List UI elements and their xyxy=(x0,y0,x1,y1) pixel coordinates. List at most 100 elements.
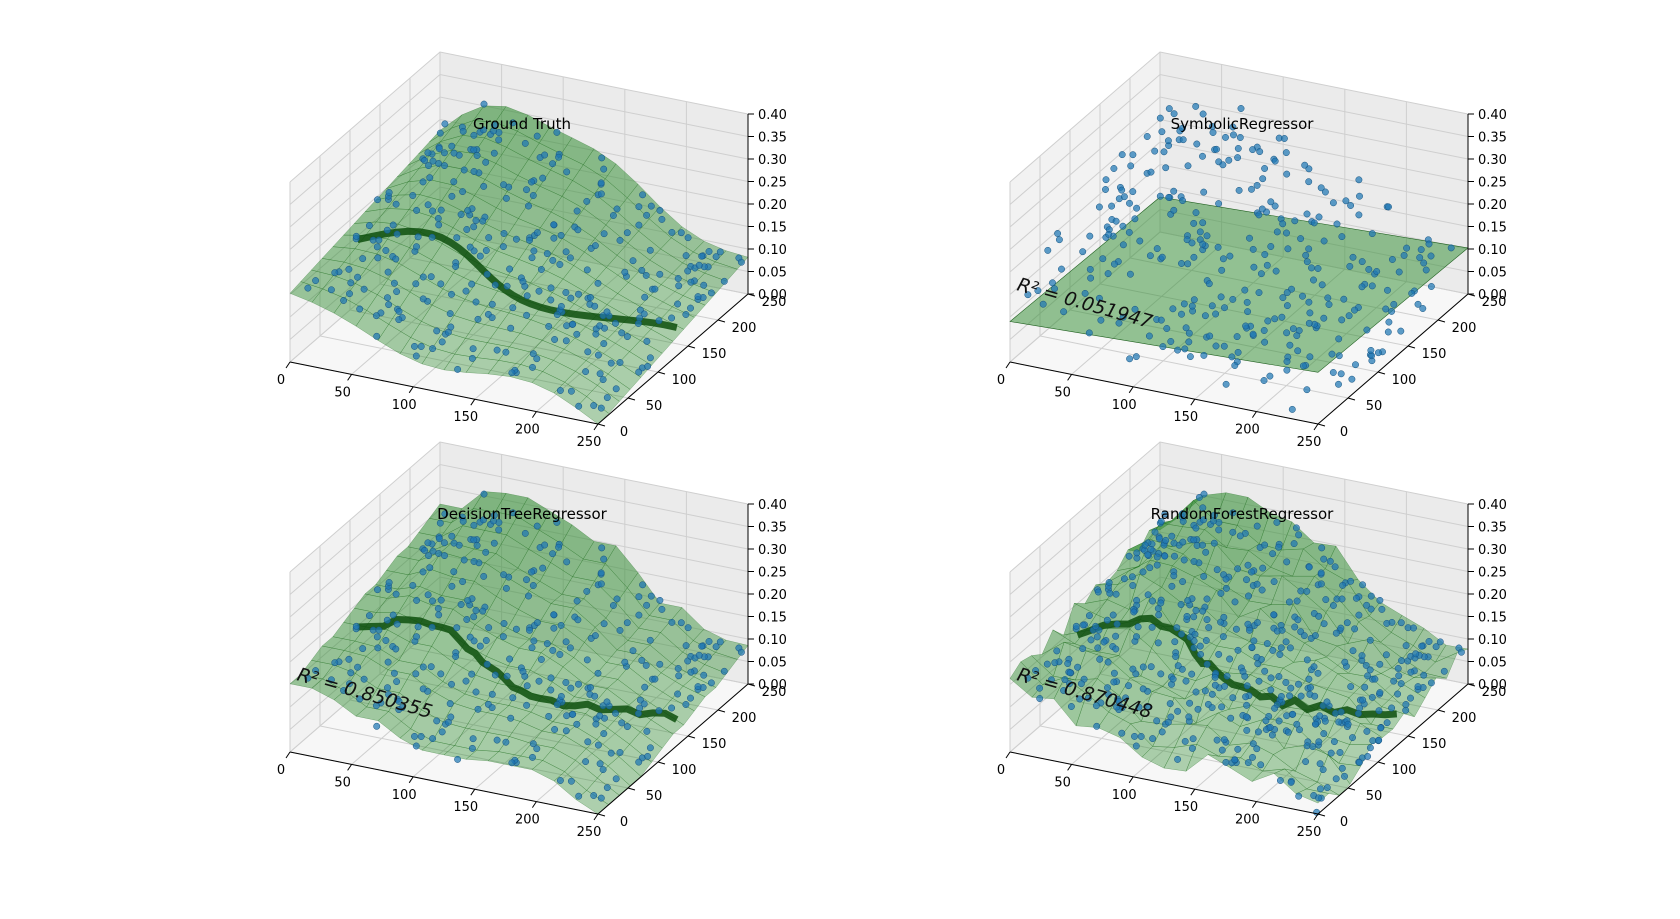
data-point xyxy=(1110,669,1118,677)
x-tick-mark xyxy=(593,813,599,821)
scatter-points xyxy=(1024,102,1455,413)
data-point xyxy=(491,671,499,679)
data-point xyxy=(1267,686,1275,694)
data-point xyxy=(1129,582,1137,589)
data-point xyxy=(434,605,442,612)
data-point xyxy=(1202,637,1210,644)
data-point xyxy=(1044,246,1052,254)
tick-labels: 0501001502002500501001502002500.000.050.… xyxy=(997,108,1507,450)
data-point xyxy=(1190,644,1198,652)
data-point xyxy=(424,591,432,599)
data-point xyxy=(623,333,631,341)
data-point xyxy=(1255,289,1263,297)
gridline-z xyxy=(289,51,749,183)
data-point xyxy=(1283,302,1291,310)
data-point xyxy=(1032,667,1040,675)
data-point xyxy=(1327,749,1335,757)
data-point xyxy=(473,542,481,549)
data-point xyxy=(457,601,465,608)
data-point xyxy=(1253,522,1261,530)
data-point xyxy=(1290,540,1298,548)
data-point xyxy=(523,682,531,690)
data-point xyxy=(1147,545,1155,553)
data-point xyxy=(1303,210,1311,218)
data-point xyxy=(682,252,690,260)
surface-ridge xyxy=(357,615,679,723)
data-point xyxy=(1270,578,1278,586)
x-tick-mark xyxy=(285,751,291,759)
data-point xyxy=(1087,636,1095,644)
data-point xyxy=(480,516,487,524)
data-point xyxy=(1335,335,1343,343)
data-point xyxy=(1385,203,1392,211)
data-point xyxy=(528,644,536,652)
data-point xyxy=(1055,236,1063,244)
data-point xyxy=(582,368,590,376)
panel-title: Ground Truth xyxy=(473,115,571,133)
data-point xyxy=(530,637,538,645)
data-point xyxy=(720,667,728,675)
data-point xyxy=(1171,638,1179,646)
data-point xyxy=(716,248,724,256)
data-point xyxy=(500,620,508,627)
data-point xyxy=(545,322,553,330)
data-point xyxy=(523,186,530,194)
data-point xyxy=(525,202,532,210)
data-point xyxy=(1199,240,1207,248)
floor-pane xyxy=(290,622,748,814)
data-point xyxy=(695,261,703,269)
data-point xyxy=(1145,332,1153,340)
x-tick-label: 100 xyxy=(392,398,417,413)
data-point xyxy=(1179,538,1187,546)
data-point xyxy=(600,340,608,348)
data-point xyxy=(470,521,478,529)
data-point xyxy=(1143,133,1151,140)
data-point xyxy=(499,633,507,641)
data-point xyxy=(1338,595,1346,603)
data-point xyxy=(1249,146,1257,154)
data-point xyxy=(382,247,390,254)
data-point xyxy=(573,207,581,215)
data-point xyxy=(1185,329,1193,337)
data-point xyxy=(392,590,400,598)
data-point xyxy=(682,701,690,708)
data-point xyxy=(598,544,606,552)
y-tick-label: 50 xyxy=(646,789,663,804)
data-point xyxy=(1086,265,1094,273)
data-point xyxy=(1266,372,1274,380)
data-point xyxy=(1129,188,1137,196)
data-point xyxy=(392,255,400,263)
data-point xyxy=(459,517,467,525)
data-point xyxy=(385,301,393,309)
data-point xyxy=(485,624,493,632)
data-point xyxy=(1246,234,1253,242)
data-point xyxy=(1233,333,1241,341)
data-point xyxy=(1136,237,1144,245)
data-point xyxy=(1174,755,1182,763)
data-point xyxy=(647,202,655,210)
data-point xyxy=(1218,746,1226,754)
data-point xyxy=(1183,236,1191,244)
data-point xyxy=(1243,682,1251,690)
data-point xyxy=(1291,623,1299,631)
data-point xyxy=(1203,616,1211,624)
data-point xyxy=(1278,626,1286,634)
data-point xyxy=(1368,230,1376,238)
data-point xyxy=(575,792,583,800)
data-point xyxy=(1214,243,1222,251)
data-point xyxy=(1338,764,1346,772)
data-point xyxy=(521,672,529,680)
data-point xyxy=(1376,689,1384,697)
data-point xyxy=(694,293,702,301)
data-point xyxy=(1211,673,1219,681)
data-point xyxy=(1112,590,1120,598)
data-point xyxy=(1358,258,1366,266)
data-point xyxy=(1119,241,1127,249)
data-point xyxy=(573,330,581,338)
y-axis-line xyxy=(597,293,749,425)
data-point xyxy=(450,539,458,547)
x-tick-mark xyxy=(531,801,537,808)
data-point xyxy=(463,616,471,623)
data-point xyxy=(523,311,531,319)
x-axis-line xyxy=(289,361,599,425)
